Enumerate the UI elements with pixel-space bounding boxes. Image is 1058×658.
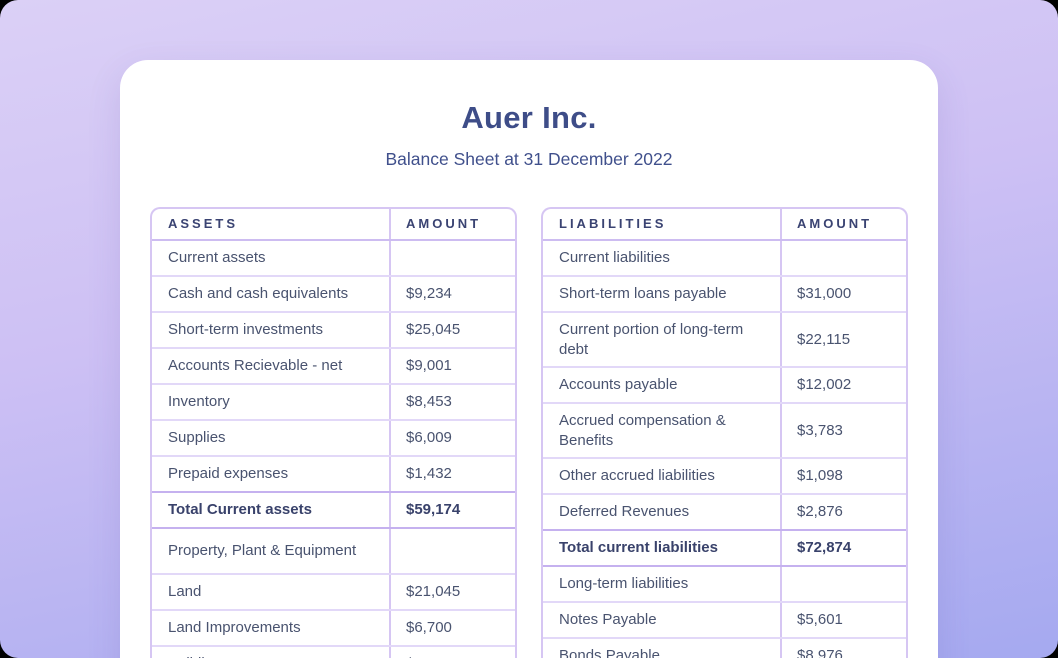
row-amount: $31,000 (780, 277, 906, 311)
row-label: Property, Plant & Equipment (168, 541, 357, 559)
row-amount (389, 241, 515, 275)
row-amount: $1,098 (780, 459, 906, 493)
row-amount: $6,009 (389, 421, 515, 455)
row-amount (780, 566, 906, 601)
row-label: Accounts Recievable - net (168, 357, 343, 375)
table-row-item: Short-term loans payable $31,000 (543, 277, 906, 313)
row-amount (389, 528, 515, 573)
table-row-total: Total current liabilities $72,874 (543, 529, 906, 567)
column-header-assets: ASSETS (168, 215, 239, 231)
table-row-item: Building$1,700 (152, 646, 515, 658)
column-header-amount: AMOUNT (780, 209, 906, 239)
row-label: Accounts payable (559, 376, 678, 394)
table-row-item: Accrued compensation & Benefits $3,783 (543, 404, 906, 459)
row-label: Long-term liabilities (559, 574, 689, 592)
table-row-item: Inventory $8,453 (152, 385, 515, 421)
row-label: Other accrued liabilities (559, 467, 715, 485)
column-header-amount: AMOUNT (389, 209, 515, 239)
row-label: Land Improvements (168, 618, 301, 636)
row-amount: $3,783 (780, 404, 906, 457)
row-amount: $22,115 (780, 313, 906, 366)
column-header-liabilities: LIABILITIES (559, 215, 667, 231)
company-title: Auer Inc. (461, 100, 597, 135)
row-amount: $6,700 (389, 610, 515, 645)
balance-sheet-card: Auer Inc. Balance Sheet at 31 December 2… (120, 60, 938, 658)
row-amount: $59,174 (389, 493, 515, 527)
row-amount: $5,601 (780, 602, 906, 637)
table-row-item: Current portion of long-term debt $22,115 (543, 313, 906, 368)
row-amount: $8,976 (780, 638, 906, 658)
document-subtitle: Balance Sheet at 31 December 2022 (385, 149, 673, 169)
row-label: Short-term investments (168, 321, 324, 339)
table-row-total: Total Current assets $59,174 (152, 491, 515, 529)
liabilities-table: LIABILITIES AMOUNT Current liabilities Sh… (541, 207, 908, 658)
row-label: Short-term loans payable (559, 285, 727, 303)
row-amount: $9,234 (389, 277, 515, 311)
table-row-item: Accounts payable $12,002 (543, 368, 906, 404)
document-header: Auer Inc. Balance Sheet at 31 December 2… (120, 60, 938, 170)
table-row-section: Current assets (152, 241, 515, 277)
row-amount: $1,432 (389, 457, 515, 491)
table-row-item: Deferred Revenues $2,876 (543, 495, 906, 531)
table-row-item: Land Improvements $6,700 (152, 610, 515, 647)
row-label: Current assets (168, 249, 266, 267)
row-label: Current liabilities (559, 249, 670, 267)
table-row-item: Land $21,045 (152, 574, 515, 611)
row-label: Land (168, 582, 202, 600)
row-label: Cash and cash equivalents (168, 285, 349, 303)
row-label: Prepaid expenses (168, 465, 289, 483)
table-row-item: Prepaid expenses $1,432 (152, 457, 515, 493)
assets-table: ASSETS AMOUNT Current assets Cash and cas… (150, 207, 517, 658)
row-amount: $8,453 (389, 385, 515, 419)
table-row-item: Supplies $6,009 (152, 421, 515, 457)
row-amount: $9,001 (389, 349, 515, 383)
row-amount: $21,045 (389, 574, 515, 609)
table-row-item: Bonds Payable $8,976 (543, 638, 906, 658)
row-label: Total current liabilities (559, 539, 718, 556)
row-amount: $2,876 (780, 495, 906, 529)
row-amount: $25,045 (389, 313, 515, 347)
table-row-item: Other accrued liabilities $1,098 (543, 459, 906, 495)
table-row-section: Current liabilities (543, 241, 906, 277)
row-label: Inventory (168, 393, 230, 411)
row-label: Current portion of long-term debt (559, 321, 744, 358)
table-row-item: Cash and cash equivalents $9,234 (152, 277, 515, 313)
table-row-item: Short-term investments $25,045 (152, 313, 515, 349)
liabilities-table-header: LIABILITIES AMOUNT (543, 209, 906, 241)
table-row-item: Accounts Recievable - net $9,001 (152, 349, 515, 385)
row-amount (780, 241, 906, 275)
row-label: Total Current assets (168, 501, 312, 518)
row-label: Building (152, 647, 389, 658)
row-label: Supplies (168, 429, 226, 447)
row-amount: $12,002 (780, 368, 906, 402)
table-row-section: Long-term liabilities (543, 566, 906, 603)
tables-container: ASSETS AMOUNT Current assets Cash and cas… (150, 207, 908, 658)
row-label: Deferred Revenues (559, 503, 690, 521)
row-amount: $1,700 (389, 646, 515, 658)
table-row-item: Notes Payable $5,601 (543, 602, 906, 639)
row-label: Notes Payable (559, 610, 657, 628)
table-row-section: Property, Plant & Equipment (152, 528, 515, 575)
row-label: Bonds Payable (559, 646, 660, 658)
row-label: Accrued compensation & Benefits (559, 412, 726, 449)
assets-table-header: ASSETS AMOUNT (152, 209, 515, 241)
row-amount: $72,874 (780, 531, 906, 565)
